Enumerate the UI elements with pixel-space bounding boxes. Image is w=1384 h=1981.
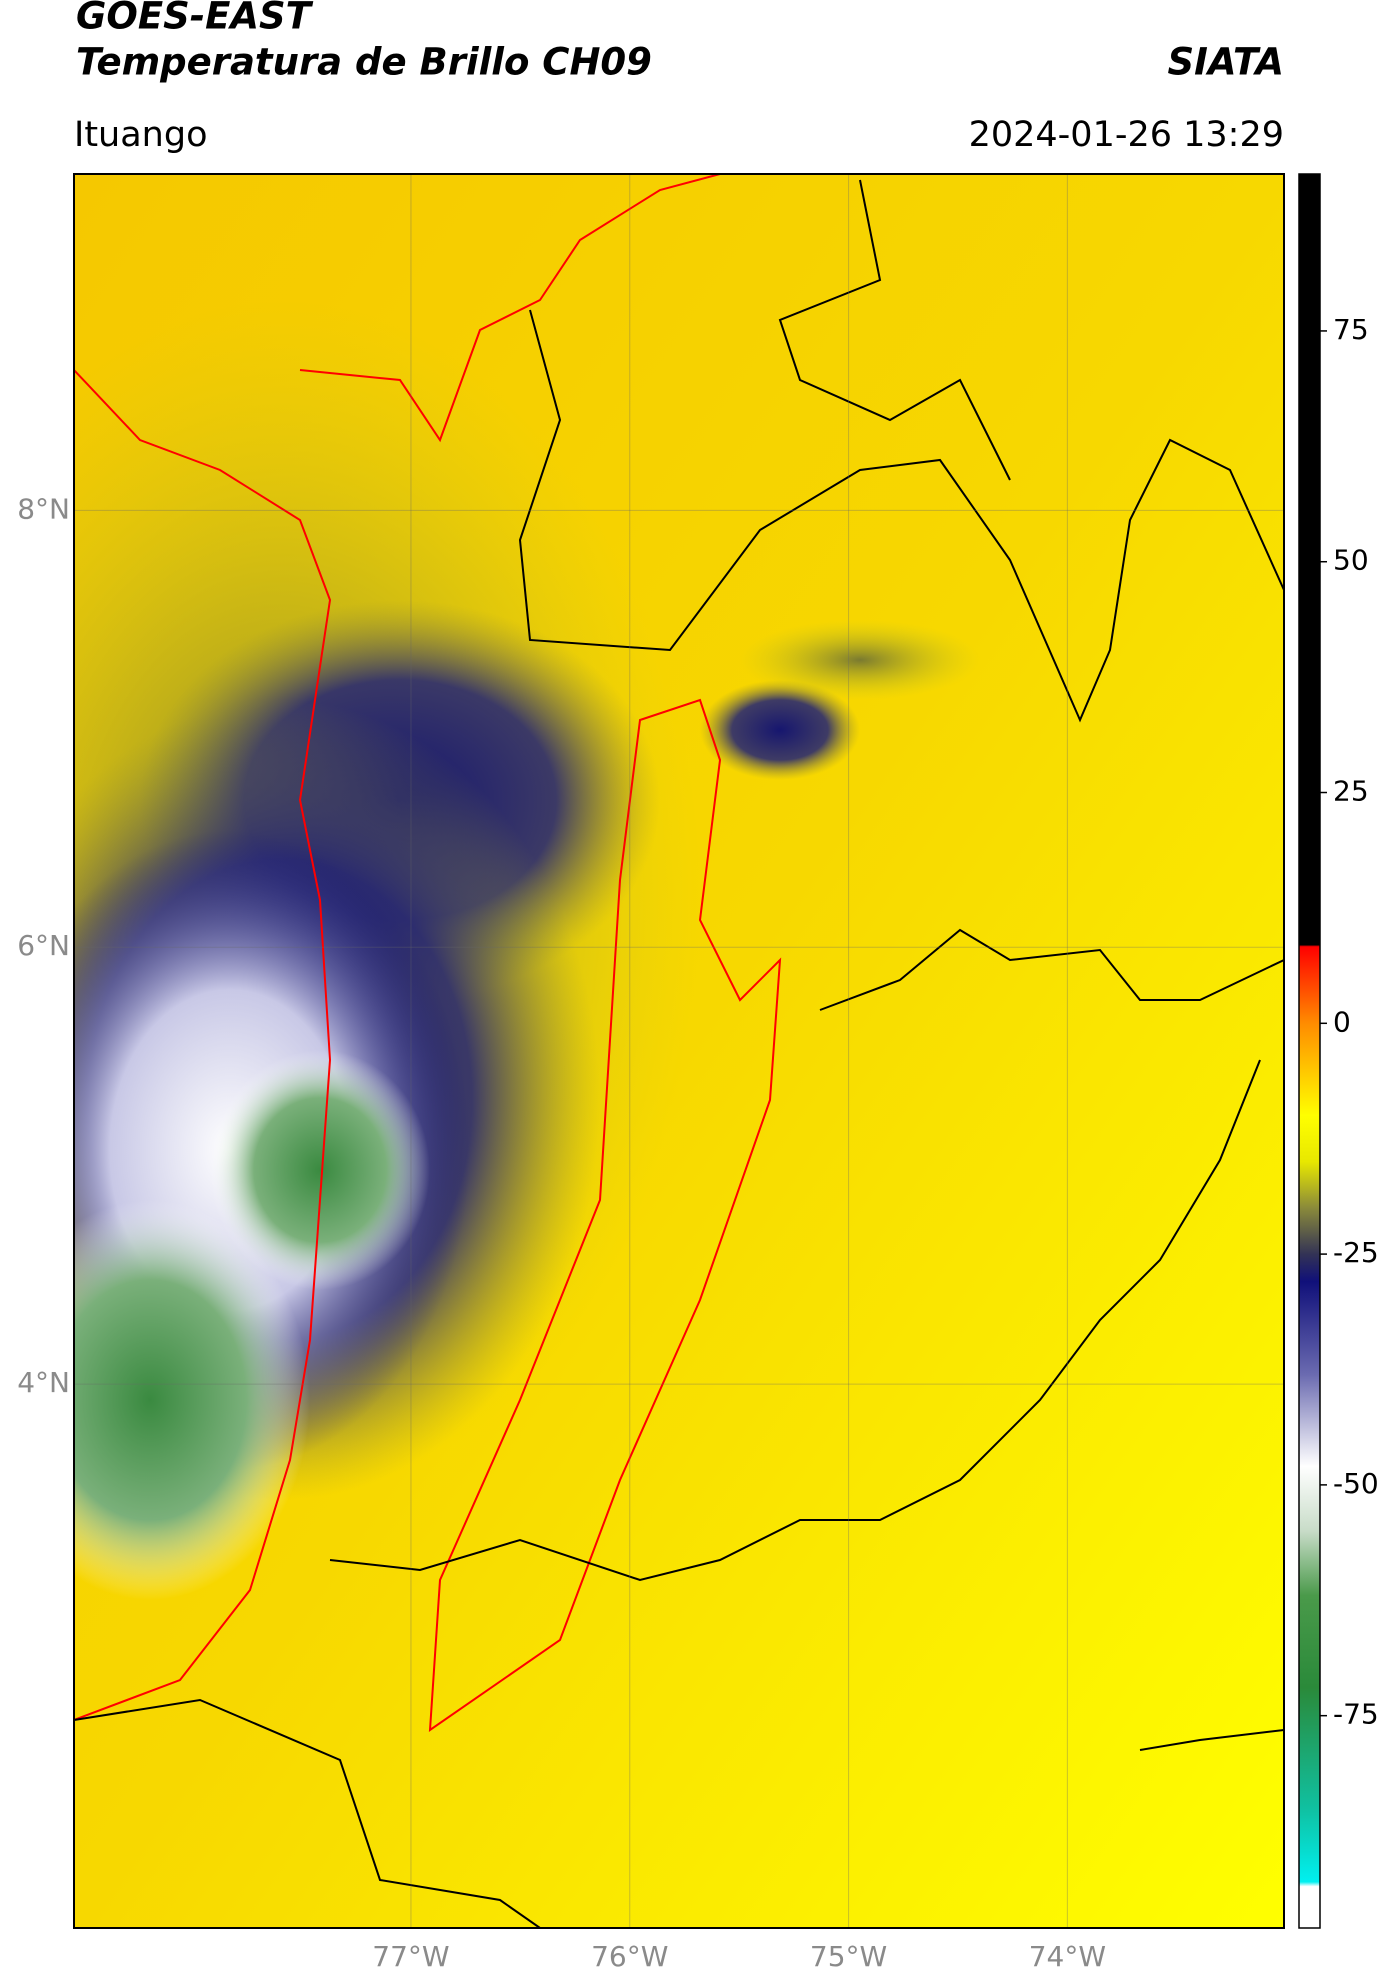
lon-tick-label: 74°W — [1029, 1940, 1106, 1973]
location: Ituango — [74, 115, 208, 155]
lat-tick-label: 8°N — [17, 492, 70, 525]
lon-tick-label: 75°W — [810, 1940, 887, 1973]
map-image — [74, 174, 1284, 1928]
brand: SIATA — [1167, 41, 1284, 84]
colorbar-tick-label: 25 — [1333, 775, 1369, 808]
colorbar-tick-label: 75 — [1333, 313, 1369, 346]
colorbar-tick-label: 50 — [1333, 544, 1369, 577]
map-frame — [73, 173, 1285, 1929]
lon-tick-label: 77°W — [372, 1940, 449, 1973]
colorbar — [1298, 173, 1321, 1929]
lat-tick-label: 4°N — [17, 1366, 70, 1399]
colorbar-tick-label: -75 — [1333, 1698, 1379, 1731]
title: GOES-EAST — [76, 0, 314, 38]
lat-tick-label: 6°N — [17, 929, 70, 962]
colorbar-tick-label: -50 — [1333, 1467, 1379, 1500]
lon-tick-label: 76°W — [591, 1940, 668, 1973]
colorbar-tick-label: 0 — [1333, 1005, 1351, 1038]
datetime: 2024-01-26 13:29 — [969, 115, 1284, 155]
colorbar-tick-label: -25 — [1333, 1236, 1379, 1269]
subtitle: Temperatura de Brillo CH09 — [76, 41, 652, 84]
